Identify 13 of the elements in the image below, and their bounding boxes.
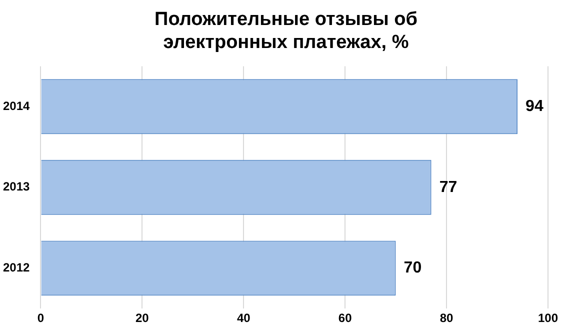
- data-label: 94: [526, 98, 544, 116]
- x-tick-label: 0: [37, 311, 44, 326]
- y-tick-label: 2013: [2, 180, 30, 194]
- y-tick-label: 2012: [2, 260, 30, 275]
- chart-title: Положительные отзывы об электронных платежах, %: [154, 8, 418, 54]
- x-tick-label: 60: [338, 311, 352, 326]
- x-tick-label: 80: [440, 311, 454, 326]
- data-label: 77: [439, 178, 458, 196]
- y-tick-label: 2014: [2, 98, 30, 113]
- x-tick-label: 40: [236, 311, 251, 326]
- x-tick-label: 20: [135, 311, 150, 326]
- x-tick-label: 100: [538, 311, 558, 326]
- data-label: 70: [404, 260, 422, 277]
